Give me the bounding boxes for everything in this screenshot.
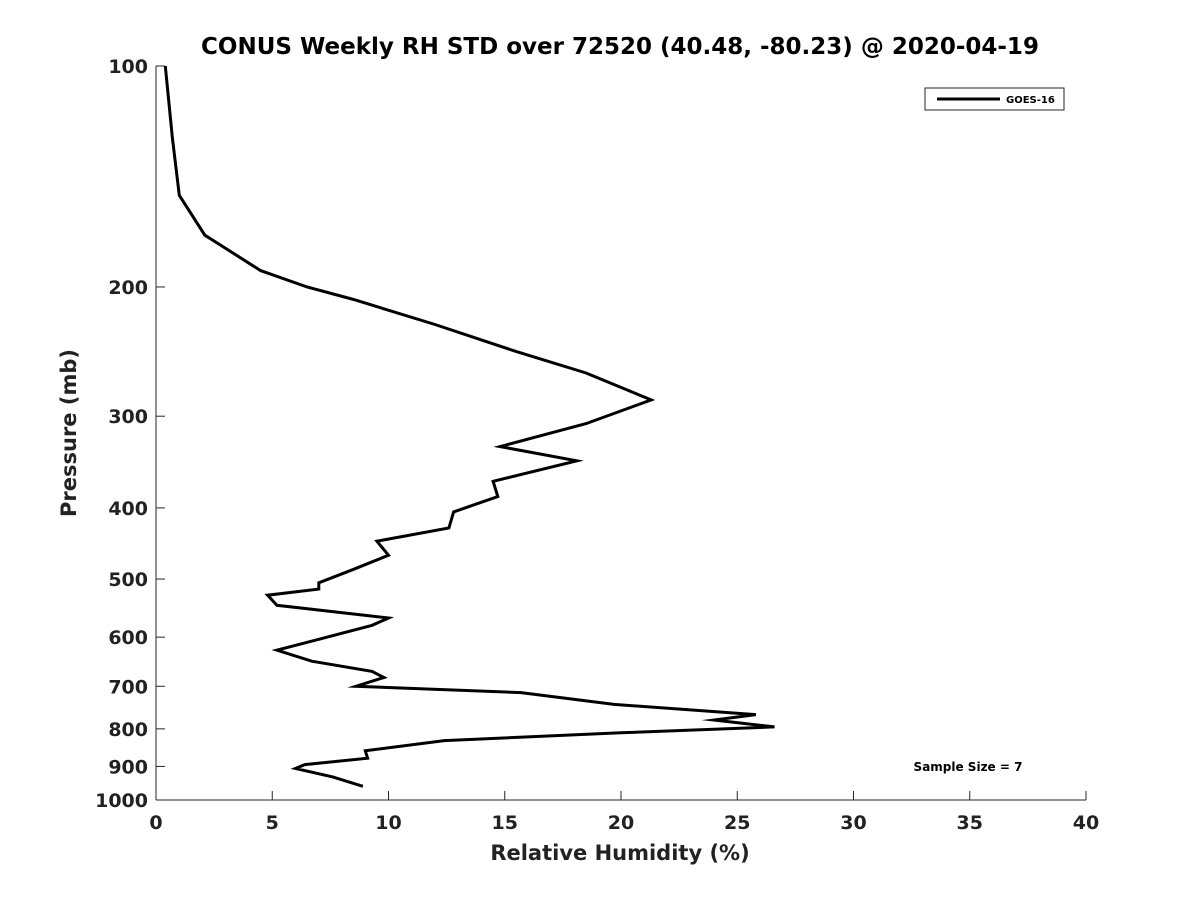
x-tick-label: 20	[608, 812, 634, 834]
x-tick-label: 10	[375, 812, 401, 834]
y-tick-label: 900	[108, 756, 148, 778]
y-tick-label: 500	[108, 569, 148, 591]
sample-size-annotation: Sample Size = 7	[914, 760, 1023, 774]
y-tick-label: 200	[108, 277, 148, 299]
x-axis-label: Relative Humidity (%)	[490, 841, 749, 865]
legend: GOES-16	[924, 87, 1065, 111]
y-ticks: 100 200 300 400 500 600 700 800 900 1000	[95, 56, 165, 812]
x-tick-label: 25	[724, 812, 750, 834]
y-tick-label: 300	[108, 406, 148, 428]
y-axis-label: Pressure (mb)	[57, 349, 81, 517]
y-tick-label: 800	[108, 719, 148, 741]
y-tick-label: 100	[108, 56, 148, 78]
x-tick-label: 15	[492, 812, 518, 834]
chart-title: CONUS Weekly RH STD over 72520 (40.48, -…	[201, 34, 1039, 60]
y-tick-label: 600	[108, 627, 148, 649]
x-tick-label: 40	[1073, 812, 1099, 834]
x-tick-label: 30	[840, 812, 866, 834]
series-layer	[163, 65, 775, 788]
y-tick-label: 400	[108, 498, 148, 520]
x-tick-label: 0	[149, 812, 162, 834]
y-tick-label: 1000	[95, 790, 148, 812]
x-tick-label: 35	[957, 812, 983, 834]
series-line-goes-16	[163, 65, 775, 788]
x-ticks: 0 5 10 15 20 25 30 35 40	[149, 791, 1099, 834]
legend-label-goes-16: GOES-16	[1006, 95, 1055, 106]
x-tick-label: 5	[266, 812, 279, 834]
axes	[155, 66, 1086, 801]
y-tick-label: 700	[108, 676, 148, 698]
